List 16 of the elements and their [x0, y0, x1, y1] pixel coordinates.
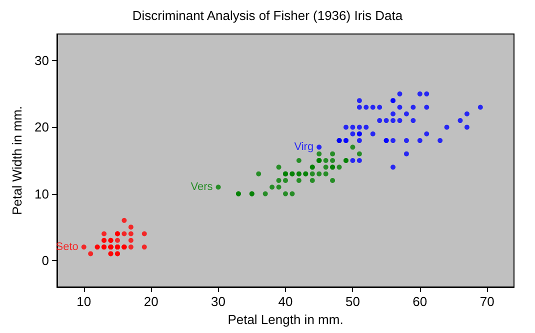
x-tick-label: 20	[144, 294, 158, 309]
x-tick-label: 10	[76, 294, 92, 309]
x-tick-label: 70	[480, 294, 494, 309]
y-tick-label: 30	[34, 53, 49, 68]
x-tick-label: 40	[278, 294, 293, 309]
y-tick-label: 10	[34, 186, 49, 202]
x-tick-label: 30	[211, 294, 226, 309]
series-label: Vers	[190, 181, 214, 194]
x-tick-label: 60	[412, 294, 428, 309]
y-axis-title: Petal Width in mm.	[10, 106, 25, 216]
x-tick-label: 50	[345, 294, 360, 309]
x-axis-title: Petal Length in mm.	[228, 312, 344, 327]
chart-title: Discriminant Analysis of Fisher (1936) Iris Data	[132, 8, 404, 23]
series-label: Virg	[294, 141, 314, 154]
y-tick-label: 0	[42, 252, 49, 268]
y-tick-label: 20	[34, 120, 49, 135]
